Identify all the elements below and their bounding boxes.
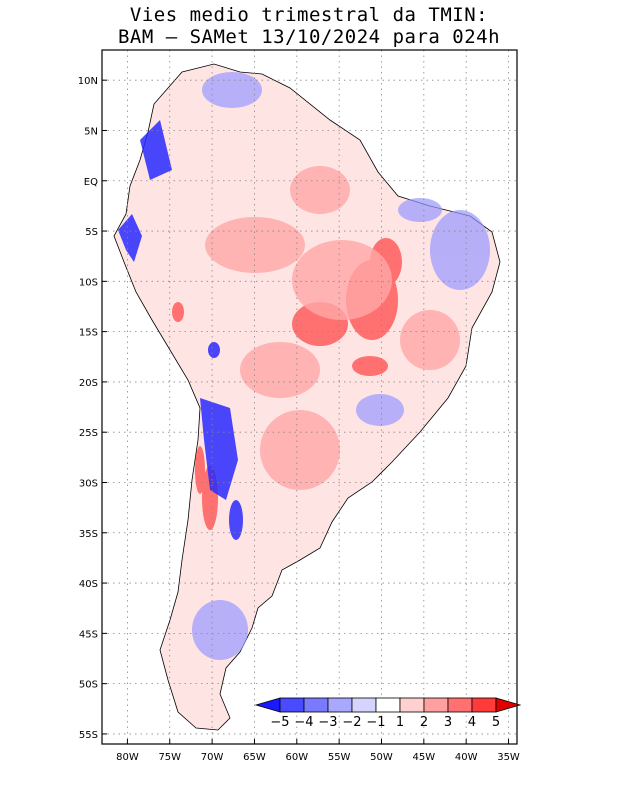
- colorbar-swatch: [351, 697, 377, 713]
- colorbar-swatch: [375, 697, 401, 713]
- colorbar-label: −4: [294, 715, 313, 730]
- cold-bias-patches: [118, 120, 243, 540]
- colorbar-high-arrow: [495, 697, 522, 713]
- moderate-warm-patches: [205, 166, 460, 490]
- lon-label: 45W: [413, 752, 436, 763]
- lat-label: 5S: [85, 227, 98, 238]
- lon-label: 35W: [497, 752, 520, 763]
- lat-label: 10S: [79, 277, 98, 288]
- lon-label: 70W: [201, 752, 224, 763]
- colorbar-label: 2: [420, 715, 428, 730]
- lat-label: 35S: [79, 529, 98, 540]
- lat-label: 30S: [79, 478, 98, 489]
- south-america-landmass: [113, 63, 501, 731]
- colorbar-low-arrow: [254, 697, 281, 713]
- colorbar-label: 5: [492, 715, 500, 730]
- colorbar-swatch: [303, 697, 329, 713]
- colorbar-label: 3: [444, 715, 452, 730]
- colorbar-swatch: [447, 697, 473, 713]
- lon-label: 60W: [285, 752, 308, 763]
- lon-label: 75W: [158, 752, 181, 763]
- colorbar-swatch: [327, 697, 353, 713]
- colorbar-swatch: [423, 697, 449, 713]
- lat-label: 10N: [78, 76, 98, 87]
- longitude-labels: 80W 75W 70W 65W 60W 55W 50W 45W 40W 35W: [116, 752, 520, 763]
- latitude-labels: 10N 5N EQ 5S 10S 15S 20S 25S 30S 35S 40S 45S 50S 55S: [78, 76, 98, 741]
- lon-label: 80W: [116, 752, 139, 763]
- graticule: [102, 50, 517, 744]
- lon-label: 40W: [455, 752, 478, 763]
- light-cold-patches: [192, 72, 490, 660]
- colorbar-swatch: [279, 697, 305, 713]
- colorbar-swatch: [471, 697, 497, 713]
- colorbar-label: −5: [270, 715, 289, 730]
- lat-label: 20S: [79, 378, 98, 389]
- colorbar-label: −3: [318, 715, 337, 730]
- colorbar-label: 1: [396, 715, 404, 730]
- map-title-line1: Vies medio trimestral da TMIN:: [129, 4, 489, 26]
- lon-label: 50W: [370, 752, 393, 763]
- map-field: [113, 63, 501, 731]
- lon-label: 55W: [328, 752, 351, 763]
- map-title-line2: BAM – SAMet 13/10/2024 para 024h: [117, 26, 501, 48]
- colorbar-label: −1: [366, 715, 385, 730]
- lat-label: 55S: [79, 730, 98, 741]
- lat-label: 45S: [79, 629, 98, 640]
- lat-label: EQ: [84, 177, 98, 188]
- map-frame: [101, 49, 518, 745]
- colorbar: −5 −4 −3 −2 −1 1 2 3 4 5: [254, 697, 522, 730]
- lat-label: 5N: [84, 126, 98, 137]
- lat-label: 15S: [79, 328, 98, 339]
- lon-label: 65W: [243, 752, 266, 763]
- lat-label: 25S: [79, 428, 98, 439]
- lat-label: 50S: [79, 680, 98, 691]
- colorbar-label: −2: [342, 715, 361, 730]
- colorbar-swatch: [399, 697, 425, 713]
- lat-label: 40S: [79, 579, 98, 590]
- colorbar-label: 4: [468, 715, 476, 730]
